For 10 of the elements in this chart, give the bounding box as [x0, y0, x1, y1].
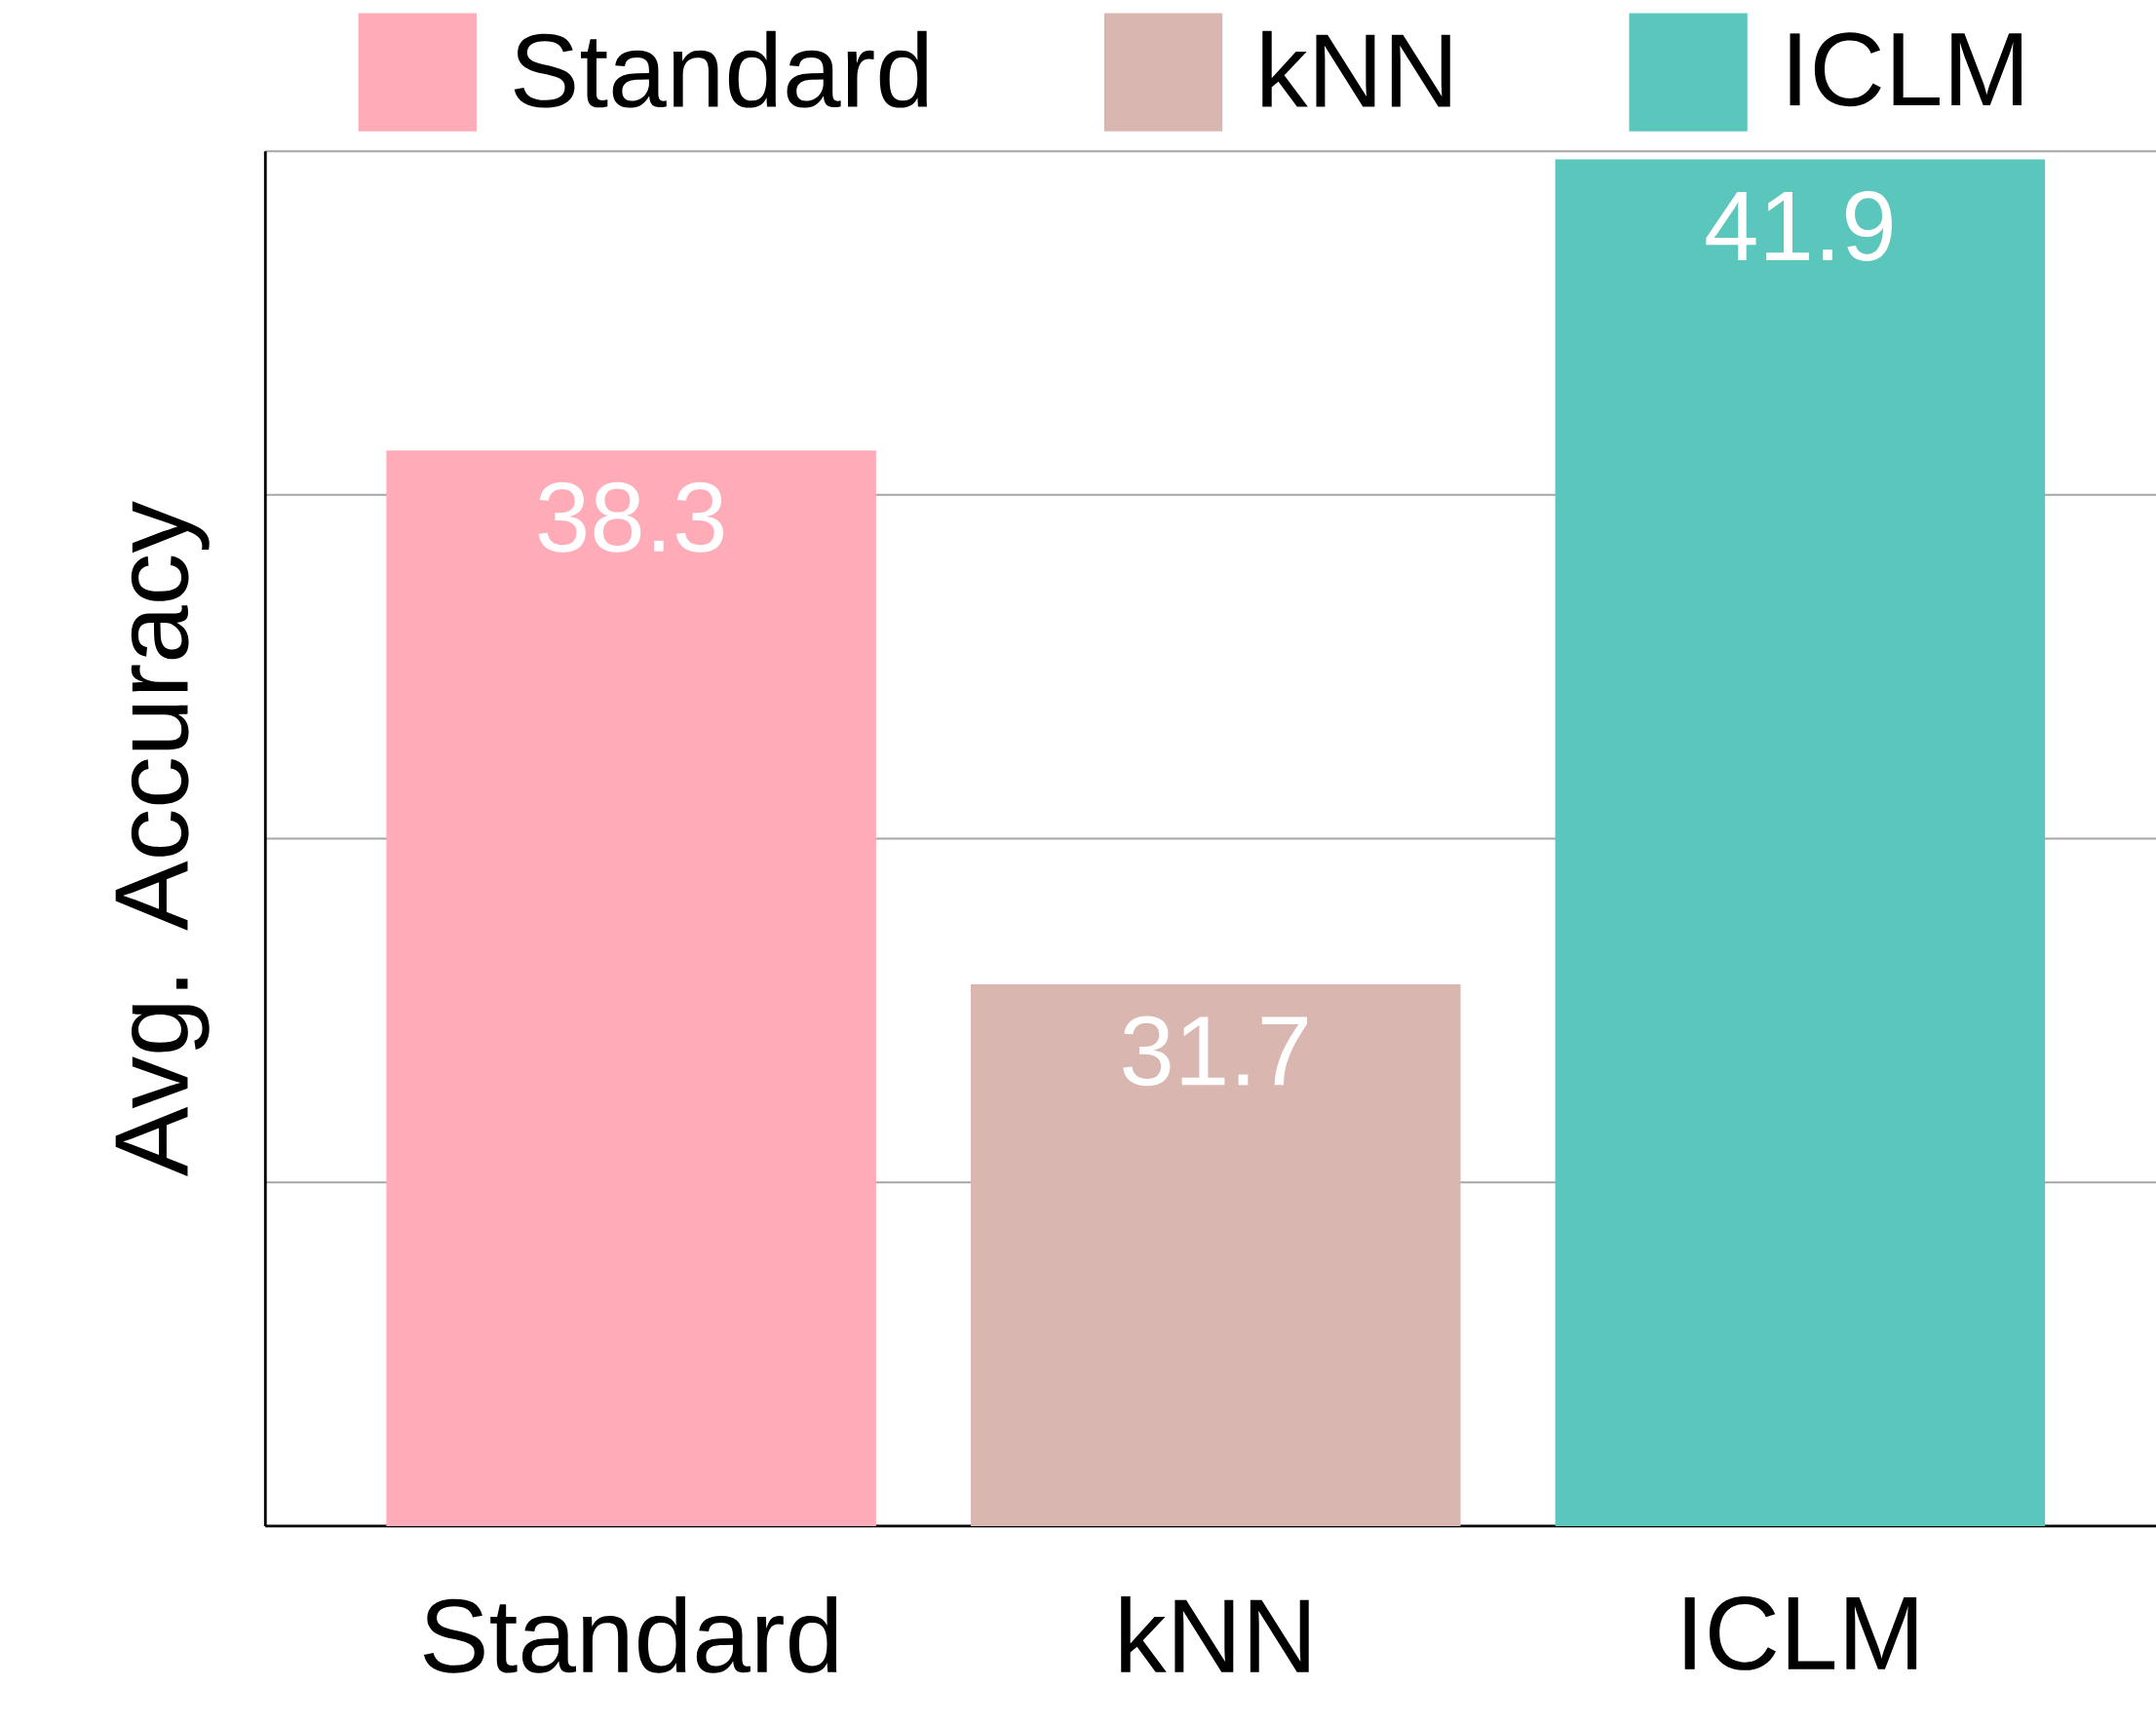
data-label: 41.9 — [1706, 190, 1892, 261]
legend-label: kNN — [1262, 30, 1450, 107]
legend-label: Standard — [514, 30, 927, 108]
x-tick-label: Standard — [423, 1595, 837, 1673]
data-label: 38.3 — [538, 481, 724, 553]
data-label: 31.7 — [1123, 1016, 1307, 1087]
x-tick-label: kNN — [1121, 1595, 1309, 1672]
legend-label: ICLM — [1790, 32, 2021, 106]
y-axis-title: Avg. Accuracy — [115, 500, 210, 1176]
x-tick-label: ICLM — [1684, 1595, 1917, 1670]
